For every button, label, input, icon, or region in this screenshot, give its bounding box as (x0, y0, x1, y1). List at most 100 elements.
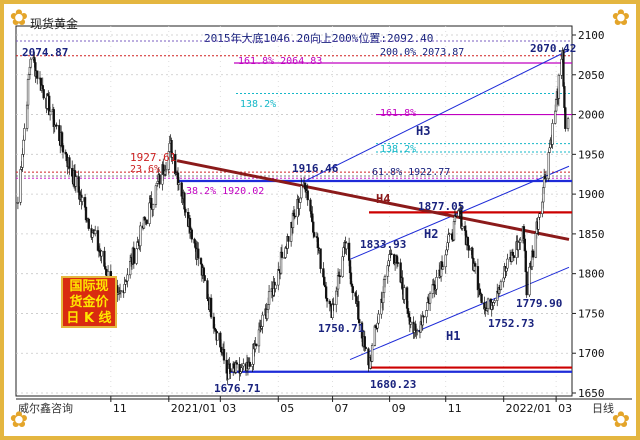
stamp-badge: 国际现 货金价 日 K 线 (61, 276, 117, 328)
candle-body (242, 363, 245, 367)
candle-body (551, 123, 554, 145)
candle-body (255, 343, 258, 347)
candle-body (152, 204, 155, 210)
x-tick-label: 05 (280, 402, 294, 415)
corner-ornament-icon: ✿ (9, 6, 29, 31)
candle-body (474, 263, 477, 267)
trend-label: H2 (424, 227, 438, 241)
price-label: 1752.73 (488, 317, 534, 330)
candle-body (486, 298, 490, 310)
candle-body (94, 230, 97, 234)
period-label: 日线 (592, 401, 614, 415)
x-tick-label: 2021/01 (171, 402, 217, 415)
fib-label: 161.8% 2064.83 (238, 56, 322, 67)
price-label: 1750.71 (318, 322, 365, 335)
candle-body (444, 254, 447, 268)
candle-body (298, 202, 301, 209)
y-tick-label: 1850 (578, 228, 605, 241)
candle-body (557, 74, 561, 99)
trendline-h4 (176, 159, 570, 241)
candle-body (74, 176, 78, 187)
candle-body (313, 232, 316, 237)
price-label: 1916.46 (292, 162, 339, 175)
x-tick-label: 2022/01 (506, 402, 552, 415)
candle-body (16, 201, 20, 204)
candle-body (448, 233, 451, 235)
price-label: 1680.23 (370, 378, 416, 391)
y-tick-label: 1750 (578, 307, 605, 320)
candle-body (454, 215, 457, 218)
candle-body (197, 248, 200, 259)
y-tick-label: 1700 (578, 347, 605, 360)
candle-body (158, 174, 161, 185)
candle-body (358, 319, 361, 324)
candle-body (119, 290, 123, 292)
candle-body (36, 70, 39, 79)
candle-body (336, 275, 340, 290)
candle-body (83, 197, 87, 208)
x-tick-label: 03 (558, 402, 572, 415)
candle-body (364, 346, 367, 349)
candle-body (306, 190, 309, 201)
candle-body (23, 128, 26, 141)
candle-body (277, 269, 280, 286)
candle-body (409, 321, 412, 325)
candle-body (132, 247, 135, 264)
candle-body (461, 225, 464, 229)
candle-body (324, 286, 328, 299)
candle-body (564, 107, 567, 129)
x-tick-label: 03 (222, 402, 236, 415)
candle-body (345, 242, 348, 250)
candle-body (261, 314, 264, 327)
corner-ornament-icon: ✿ (611, 408, 631, 433)
candle-body (428, 293, 432, 304)
candle-body (199, 258, 203, 265)
candles-group (16, 47, 570, 385)
candle-body (91, 232, 94, 238)
candle-body (139, 225, 142, 247)
candle-body (300, 185, 303, 199)
trend-label: H1 (446, 329, 460, 343)
brand-label: 威尔鑫咨询 (18, 401, 73, 415)
candle-body (525, 271, 528, 296)
candle-body (55, 124, 58, 127)
candle-body (547, 152, 550, 179)
candle-body (68, 157, 71, 169)
candle-body (401, 277, 404, 290)
candle-body (150, 198, 153, 208)
candle-body (396, 262, 400, 264)
candle-body (216, 332, 219, 341)
candle-body (441, 266, 445, 270)
candle-body (566, 118, 570, 129)
candle-body (332, 303, 335, 306)
candle-body (280, 251, 284, 258)
fib-label: 138.2% (240, 99, 276, 110)
fib-label: 138.2% (380, 144, 416, 155)
fib-label: 200.0% 2073.87 (380, 47, 464, 58)
y-tick-label: 1950 (578, 148, 605, 161)
candle-body (367, 348, 370, 366)
candle-body (19, 169, 22, 203)
corner-ornament-icon: ✿ (9, 408, 29, 433)
price-label: 1877.05 (418, 200, 464, 213)
x-tick-label: 07 (335, 402, 349, 415)
candle-body (267, 291, 271, 305)
candle-body (26, 79, 30, 106)
candle-body (347, 242, 351, 261)
candle-body (222, 349, 226, 361)
y-tick-label: 2050 (578, 69, 605, 82)
fib-label: 23.6% (130, 164, 160, 175)
trendline-h3 (304, 49, 570, 182)
candle-body (383, 275, 387, 280)
y-tick-label: 2100 (578, 29, 605, 42)
price-label: 1676.71 (214, 382, 261, 395)
candle-body (325, 298, 329, 302)
candle-body (29, 58, 32, 68)
candle-body (209, 297, 213, 318)
candle-body (425, 310, 428, 318)
candle-body (293, 215, 296, 218)
candle-body (338, 275, 342, 278)
candle-body (538, 213, 541, 218)
price-label: 1833.93 (360, 238, 406, 251)
